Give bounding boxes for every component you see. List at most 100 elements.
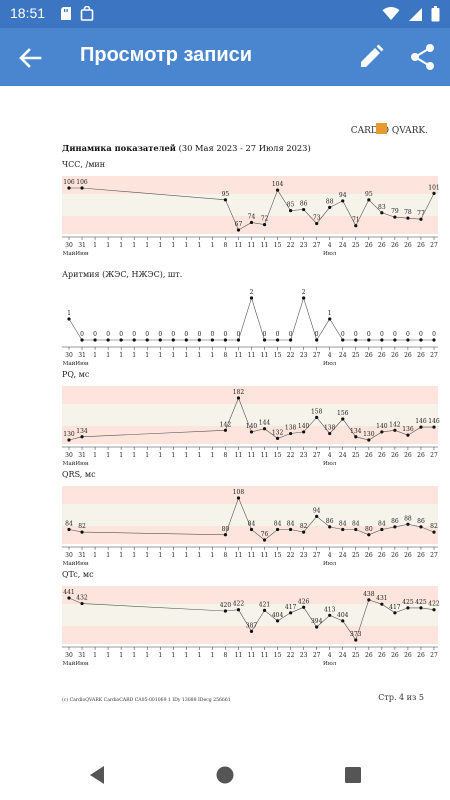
data-point	[315, 221, 319, 226]
data-label: 86	[417, 518, 425, 525]
x-month-label: Май	[63, 461, 76, 467]
data-label: 1	[67, 310, 71, 317]
x-tick-label: 11	[248, 552, 256, 559]
data-label: 0	[380, 331, 384, 338]
data-label: 413	[324, 606, 336, 613]
page-title: Просмотр записи	[80, 44, 253, 66]
data-label: 2	[302, 289, 306, 296]
x-tick-label: 26	[365, 652, 373, 659]
data-label: 108	[233, 489, 245, 496]
x-month-label: Июн	[75, 251, 89, 257]
data-point	[184, 338, 188, 342]
x-tick-label: 4	[328, 352, 332, 359]
x-tick-label: 8	[224, 242, 228, 249]
edit-pencil-icon	[361, 44, 384, 67]
data-point	[302, 530, 306, 534]
nav-back-button[interactable]	[84, 762, 114, 788]
x-month-label: Май	[63, 561, 76, 567]
data-label: 140	[246, 423, 258, 430]
data-label: 420	[220, 602, 232, 609]
data-point	[367, 533, 371, 537]
data-label: 0	[237, 331, 241, 338]
data-label: 78	[404, 209, 412, 216]
data-point	[93, 338, 97, 342]
share-button[interactable]	[408, 42, 438, 72]
data-point	[419, 338, 423, 342]
data-label: 136	[402, 426, 414, 433]
x-tick-label: 11	[261, 452, 269, 459]
data-point	[367, 338, 371, 342]
x-tick-label: 4	[328, 652, 332, 659]
data-label: 0	[367, 331, 371, 338]
data-point	[341, 338, 345, 342]
data-point	[328, 205, 332, 209]
data-label: 84	[352, 521, 360, 528]
data-point	[289, 209, 293, 213]
data-point	[67, 186, 71, 190]
metric-label: ЧСС, /мин	[62, 160, 105, 169]
x-tick-label: 1	[171, 652, 175, 659]
edit-button[interactable]	[356, 42, 386, 72]
data-point	[262, 538, 267, 542]
x-tick-label: 27	[430, 242, 438, 249]
x-tick-label: 1	[184, 652, 188, 659]
back-button[interactable]	[14, 42, 46, 74]
data-label: 86	[391, 518, 399, 525]
data-point	[380, 430, 384, 434]
x-tick-label: 11	[261, 652, 269, 659]
data-point	[275, 338, 280, 342]
data-label: 94	[313, 507, 321, 514]
data-point	[158, 338, 162, 342]
x-tick-label: 1	[93, 242, 97, 249]
x-tick-label: 11	[261, 242, 269, 249]
data-point	[341, 527, 345, 532]
data-point	[223, 533, 228, 537]
data-label: 138	[324, 425, 336, 432]
data-label: 404	[272, 612, 284, 619]
x-tick-label: 15	[274, 552, 282, 559]
data-label: 86	[300, 201, 308, 208]
x-tick-label: 11	[235, 452, 243, 459]
data-label: 84	[287, 521, 295, 528]
metric-label: Аритмия (ЖЭС, НЖЭС), шт.	[62, 270, 182, 279]
data-point	[380, 527, 384, 532]
data-label: 0	[263, 331, 267, 338]
x-tick-label: 1	[171, 452, 175, 459]
x-tick-label: 30	[65, 242, 73, 249]
chart-area: CARDIO QVARK. Динамика показателей (30 М…	[62, 123, 440, 703]
data-point	[249, 430, 254, 434]
data-point	[341, 199, 345, 203]
metric-label: QTc, мс	[62, 570, 94, 579]
document-page[interactable]: CARDIO QVARK. Динамика показателей (30 М…	[0, 86, 450, 750]
data-point	[262, 223, 267, 227]
x-tick-label: 1	[210, 552, 214, 559]
data-point	[367, 598, 371, 602]
x-tick-label: 1	[158, 242, 162, 249]
data-label: 82	[78, 523, 86, 530]
x-tick-label: 1	[132, 242, 136, 249]
data-label: 394	[311, 618, 323, 625]
data-point	[406, 606, 410, 610]
x-month-label: Июн	[75, 461, 89, 467]
x-tick-label: 1	[93, 352, 97, 359]
status-time: 18:51	[10, 5, 46, 21]
recents-square-icon	[345, 767, 361, 783]
nav-home-button[interactable]	[212, 762, 242, 788]
data-point	[406, 433, 410, 437]
back-arrow-icon	[19, 48, 42, 68]
data-point	[315, 338, 319, 342]
data-label: 432	[76, 595, 88, 602]
data-label: 417	[389, 604, 401, 611]
x-tick-label: 1	[145, 452, 149, 459]
nav-recents-button[interactable]	[340, 762, 370, 788]
x-tick-label: 23	[300, 242, 308, 249]
x-tick-label: 1	[119, 652, 123, 659]
data-label: 404	[337, 612, 349, 619]
data-label: 0	[132, 331, 136, 338]
data-point	[315, 514, 319, 518]
x-tick-label: 25	[352, 242, 360, 249]
data-label: 83	[378, 204, 386, 211]
x-tick-label: 26	[378, 552, 386, 559]
data-point	[393, 215, 397, 219]
x-month-label: Май	[63, 661, 76, 667]
